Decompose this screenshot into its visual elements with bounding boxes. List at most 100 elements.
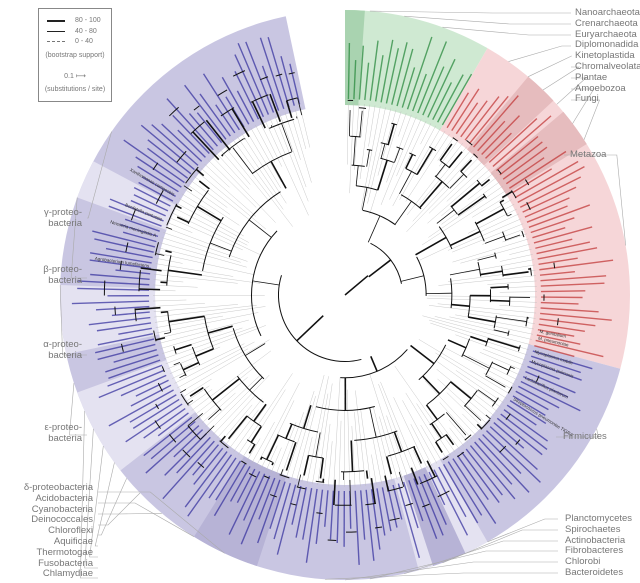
leaf-branch xyxy=(157,252,255,275)
leaf-branch xyxy=(406,143,463,216)
leaf-label-mark xyxy=(157,412,189,437)
leaf-branch xyxy=(322,423,331,486)
leaf-label-mark xyxy=(505,157,545,185)
leaf-branch xyxy=(434,316,532,340)
tree-arc xyxy=(422,503,430,508)
leaf-label-mark xyxy=(468,95,509,144)
leaf-branch xyxy=(163,232,248,262)
tree-arc xyxy=(494,252,497,259)
tree-branch xyxy=(210,242,232,252)
leaf-label-mark xyxy=(496,417,543,456)
leaf-branch xyxy=(413,449,423,471)
leader-line xyxy=(442,529,558,564)
tree-arc xyxy=(316,512,323,514)
tree-branch xyxy=(252,280,280,286)
leaf-label-mark xyxy=(365,489,375,561)
tree-arc xyxy=(315,406,375,411)
leaf-label-mark xyxy=(528,204,591,228)
leaf-label-mark xyxy=(234,71,260,120)
leaf-label-mark xyxy=(145,425,200,474)
tree-branch xyxy=(413,446,423,464)
tree-arc xyxy=(275,73,283,77)
tree-arc xyxy=(428,146,437,152)
leaf-label-mark xyxy=(184,451,228,508)
leaf-branch xyxy=(154,306,266,323)
tree-branch xyxy=(426,460,436,478)
tree-arc xyxy=(391,122,398,126)
leaf-label-mark xyxy=(176,436,211,474)
tree-arc xyxy=(153,330,157,342)
group-label: Bacteroidetes xyxy=(565,567,624,578)
tree-arc xyxy=(288,72,295,75)
legend-label: 40 - 80 xyxy=(75,28,97,35)
tree-arc xyxy=(435,434,448,442)
leaf-label-mark xyxy=(221,76,250,125)
tree-branch xyxy=(168,269,203,276)
leaf-branch xyxy=(236,136,278,196)
tree-arc xyxy=(450,205,458,215)
leaf-label-mark xyxy=(71,300,150,305)
leader-line xyxy=(369,550,558,580)
leader-line xyxy=(98,502,195,537)
leaf-branch xyxy=(219,149,251,185)
leaf-label-mark xyxy=(162,440,215,500)
tree-arc xyxy=(473,153,478,159)
leaf-label-mark xyxy=(295,486,307,538)
tree-branch xyxy=(221,154,224,157)
leaf-label-mark xyxy=(512,395,546,416)
leaf-branch xyxy=(465,259,534,273)
leaf-label-mark xyxy=(423,474,447,525)
leader-line xyxy=(98,513,162,515)
leaf-label-mark xyxy=(540,282,605,287)
leaf-label-mark xyxy=(432,82,453,121)
leaf-branch xyxy=(242,389,286,458)
leaf-label-mark xyxy=(108,389,174,427)
tree-branch xyxy=(231,108,250,138)
tree-branch xyxy=(475,208,505,225)
tree-branch xyxy=(410,344,435,365)
tree-branch xyxy=(227,415,248,440)
leaf-label-mark xyxy=(536,334,581,345)
leaf-label: M. pneumoniae xyxy=(538,336,570,348)
leaf-label-mark xyxy=(488,118,538,163)
leader-line xyxy=(542,66,581,91)
tree-branch xyxy=(205,119,231,151)
tree-branch xyxy=(248,444,256,454)
leaf-branch xyxy=(482,348,524,366)
leaf-branch xyxy=(509,249,532,255)
leaf-label-mark xyxy=(392,484,403,520)
leaf-label-mark xyxy=(417,41,448,114)
leaf-branch xyxy=(437,361,501,408)
group-label: Actinobacteria xyxy=(565,534,626,546)
group-label: Chlorobi xyxy=(565,556,601,568)
leaf-label-mark xyxy=(120,374,167,397)
group-label-proteobacteria: ε-proteo- bacteria xyxy=(44,422,83,444)
leaf-branch xyxy=(295,109,307,150)
tree-branch xyxy=(251,101,266,129)
leaf-label-mark xyxy=(329,490,335,540)
leaf-branch xyxy=(389,120,427,200)
leaf-label-mark xyxy=(474,441,513,485)
leaf-label-mark xyxy=(138,181,174,202)
leaf-branch xyxy=(229,409,259,449)
tree-arc xyxy=(536,375,540,382)
tree-arc xyxy=(290,503,297,506)
leaf-branch xyxy=(190,180,228,208)
leaf-label-mark xyxy=(461,451,500,504)
leaf-label-mark xyxy=(396,48,414,107)
leaf-branch xyxy=(379,416,398,480)
tree-branch xyxy=(436,209,455,224)
tree-arc xyxy=(450,278,453,309)
leaf-branch xyxy=(452,238,529,263)
leaf-branch xyxy=(347,389,350,487)
leaf-label-mark xyxy=(107,364,163,387)
tree-arc xyxy=(380,157,394,163)
leaf-branch xyxy=(167,222,193,233)
leaf-label-mark xyxy=(511,168,553,194)
leaf-branch xyxy=(410,424,433,467)
clade-band xyxy=(345,10,365,106)
leaf-label-mark xyxy=(406,36,433,110)
leaf-label-mark xyxy=(347,42,351,100)
tree-arc xyxy=(499,201,508,216)
tree-arc xyxy=(507,330,510,336)
